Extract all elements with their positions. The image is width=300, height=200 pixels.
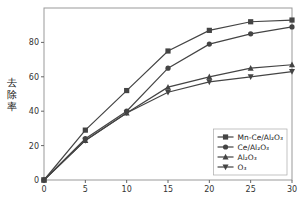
legend-box <box>214 129 287 175</box>
y-tick-label: 60 <box>29 73 39 82</box>
series-line <box>44 65 292 180</box>
x-tick-label: 5 <box>83 185 88 194</box>
x-tick <box>292 180 293 183</box>
legend: Mn-Ce/Al₂O₃Ce/Al₂O₃Al₂O₃O₃ <box>214 129 287 175</box>
x-tick-label: 10 <box>122 185 132 194</box>
point <box>165 48 170 53</box>
x-tick <box>126 180 127 183</box>
point <box>207 42 212 47</box>
point <box>289 69 295 75</box>
legend-marker <box>223 134 228 139</box>
point <box>206 79 212 85</box>
x-tick <box>250 180 251 183</box>
point <box>41 177 46 182</box>
point <box>289 62 295 68</box>
series-line <box>44 72 292 180</box>
point <box>248 74 254 80</box>
point <box>82 138 88 144</box>
x-tick <box>85 180 86 183</box>
legend-label: Al₂O₃ <box>238 153 257 162</box>
legend-label: O₃ <box>238 163 247 172</box>
point <box>165 84 171 90</box>
point <box>83 128 88 133</box>
y-tick <box>41 145 44 146</box>
y-tick-label: 40 <box>29 107 39 116</box>
point <box>165 90 171 96</box>
x-tick-label: 25 <box>246 185 256 194</box>
legend-marker <box>223 164 229 170</box>
series-line <box>44 20 292 180</box>
legend-label: Ce/Al₂O₃ <box>238 143 270 152</box>
legend-label: Mn-Ce/Al₂O₃ <box>238 133 283 142</box>
point <box>248 19 253 24</box>
y-tick-label: 0 <box>34 176 39 185</box>
y-tick-label: 80 <box>29 38 39 47</box>
x-tick-label: 15 <box>163 185 173 194</box>
chart: 0 5 10 15 20 25 30 0 20 40 60 80 去除率 Mn-Ce/Al₂O₃Ce/Al… <box>0 0 300 200</box>
point <box>124 88 129 93</box>
y-tick <box>41 111 44 112</box>
x-tick-label: 0 <box>41 185 46 194</box>
series-line <box>44 27 292 180</box>
x-tick-label: 20 <box>204 185 214 194</box>
point <box>206 74 212 80</box>
point <box>248 65 254 71</box>
plot-area <box>41 17 295 183</box>
point <box>165 66 170 71</box>
y-tick-label: 20 <box>29 142 39 151</box>
point <box>41 177 47 183</box>
plot-frame <box>44 8 292 180</box>
x-tick <box>209 180 210 183</box>
x-tick <box>168 180 169 183</box>
point <box>289 17 294 22</box>
y-tick <box>41 76 44 77</box>
point <box>289 24 294 29</box>
point <box>248 31 253 36</box>
point <box>124 110 130 116</box>
y-tick <box>41 42 44 43</box>
y-axis-label: 去除率 <box>7 77 17 112</box>
point <box>41 177 47 183</box>
point <box>207 28 212 33</box>
point <box>41 177 46 182</box>
x-tick-label: 30 <box>287 185 297 194</box>
legend-marker <box>223 144 228 149</box>
legend-marker <box>223 154 229 160</box>
